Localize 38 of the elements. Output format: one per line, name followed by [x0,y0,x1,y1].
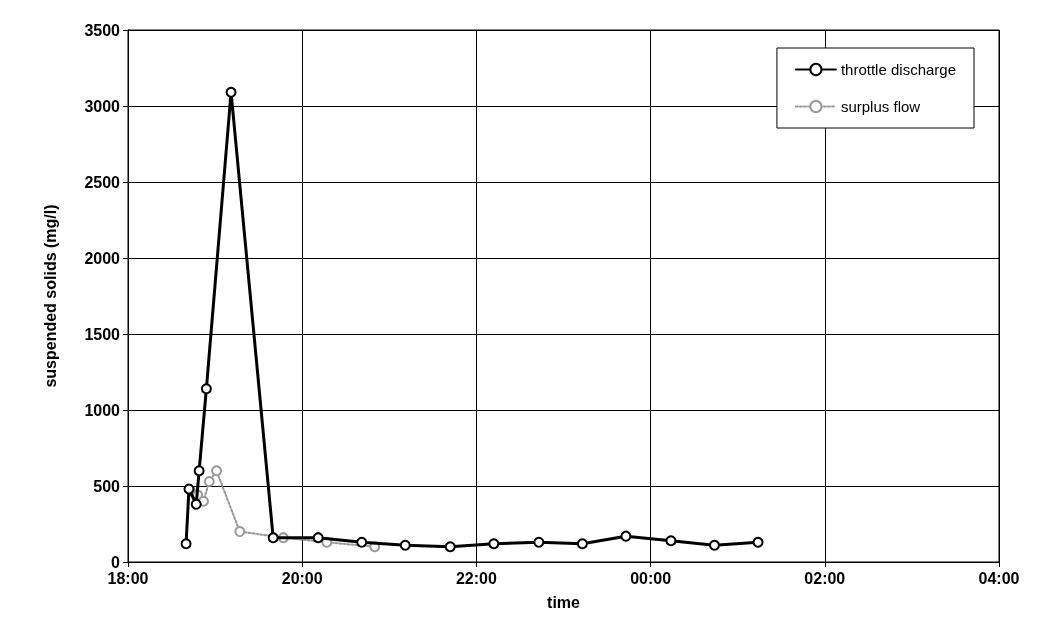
y-tick-label: 1500 [84,325,121,343]
x-tick-label: 18:00 [107,569,149,587]
y-axis-title: suspended solids (mg/l) [41,204,59,388]
x-tick-label: 02:00 [804,569,846,587]
point [488,538,500,550]
point [665,535,677,547]
y-tick-label: 500 [93,477,121,495]
point [267,532,279,544]
x-axis-title: time [547,593,581,611]
y-tick-label: 2500 [84,173,121,191]
y-tick-label: 0 [111,553,121,571]
point [533,536,545,548]
point [444,541,456,553]
y-tick-label: 3500 [84,21,121,39]
point [312,532,324,544]
legend-label: surplus flow [840,98,921,115]
point [399,539,411,551]
legend-label: throttle discharge [840,61,957,78]
point [234,526,246,538]
point [708,539,720,551]
point [190,498,202,510]
x-tick-label: 20:00 [281,569,323,587]
point [193,465,205,477]
y-tick-label: 1000 [84,401,121,419]
point [225,86,237,98]
point [203,475,215,487]
y-tick-label: 2000 [84,249,121,267]
y-tick-label: 3000 [84,97,121,115]
x-tick-label: 22:00 [455,569,497,587]
point [200,383,212,395]
point [211,465,223,477]
point [576,538,588,550]
x-tick-label: 00:00 [630,569,672,587]
point [620,530,632,542]
x-tick-label: 04:00 [978,569,1020,587]
point [180,538,192,550]
point [356,536,368,548]
point [752,536,764,548]
